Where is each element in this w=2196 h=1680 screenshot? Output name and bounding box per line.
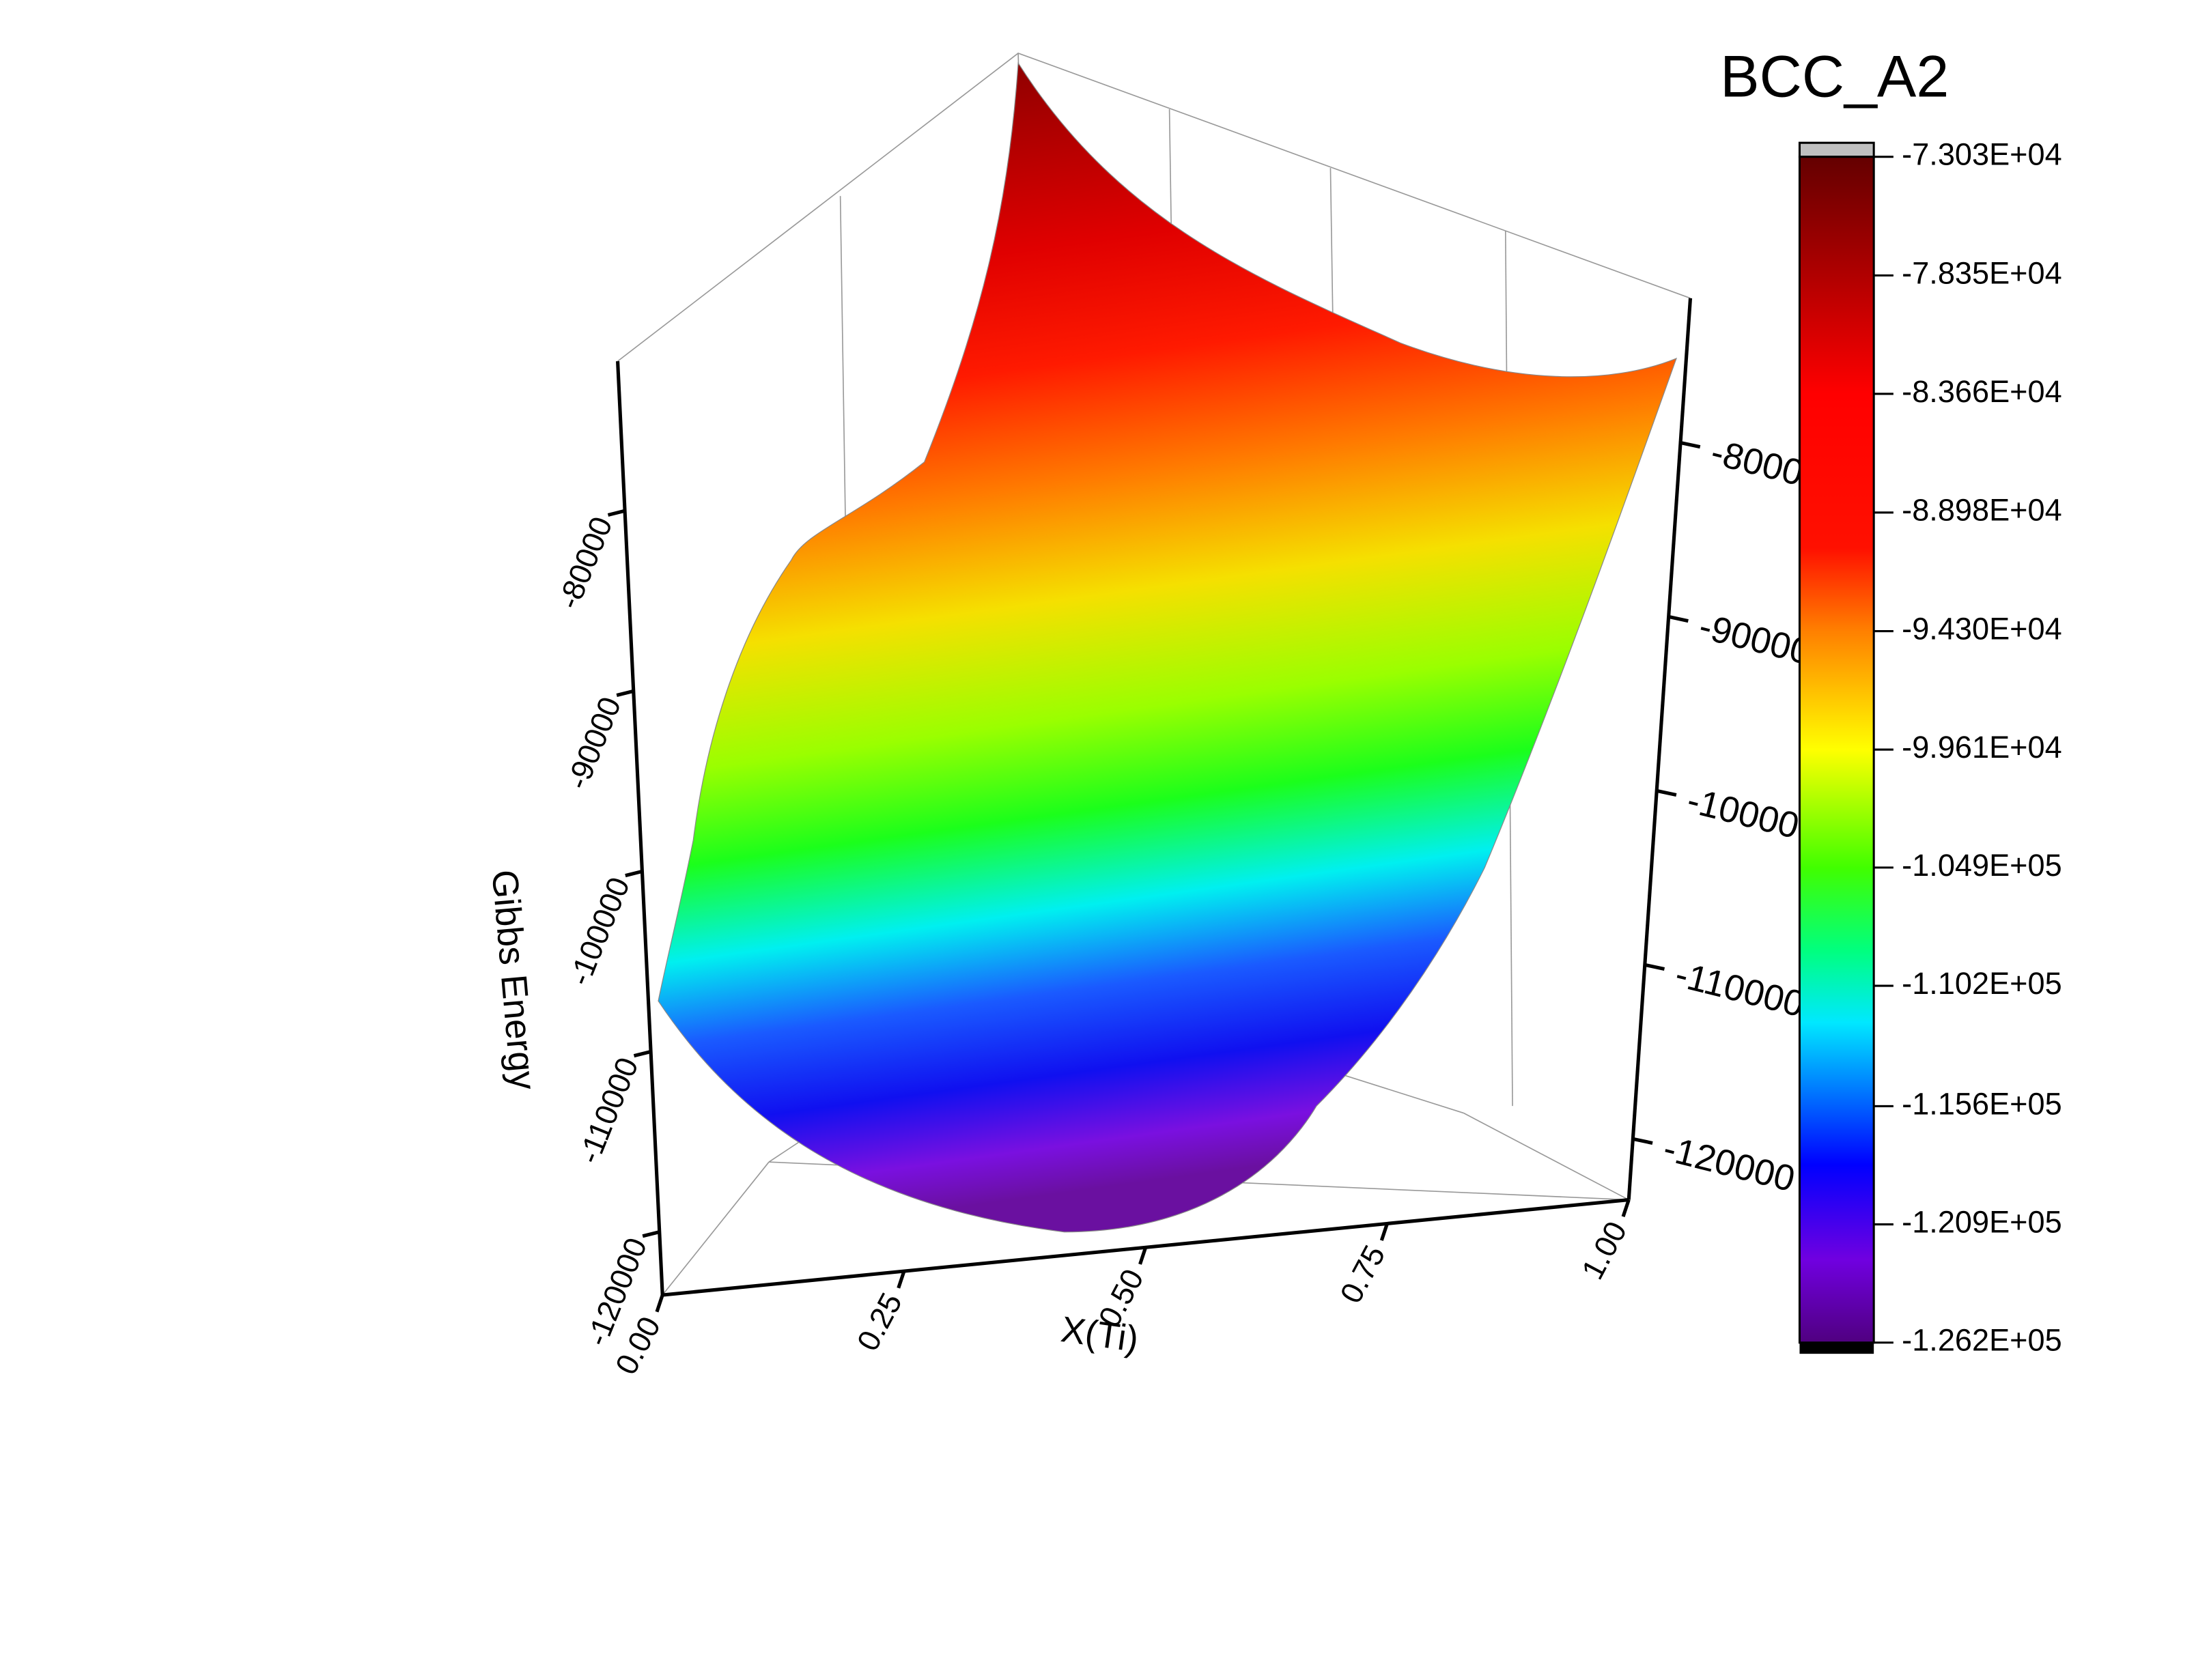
- z-tick-right: [1680, 440, 1701, 449]
- colorbar-under: [1799, 1342, 1874, 1354]
- colorbar-tick-label: -9.961E+04: [1902, 730, 2062, 765]
- colorbar-tick-label: -8.366E+04: [1902, 374, 2062, 409]
- z-tick-label-left: -110000: [572, 1053, 645, 1168]
- z-tick-left: [616, 689, 634, 698]
- x-tick: [655, 1294, 664, 1313]
- grid-line: [1463, 1112, 1629, 1201]
- x-tick-label: 0.25: [850, 1287, 909, 1356]
- x-tick: [1379, 1223, 1389, 1241]
- z-tick-label-left: -80000: [551, 512, 619, 614]
- grid-line: [662, 1161, 770, 1296]
- z-tick-label-left: -90000: [559, 692, 628, 794]
- x-tick: [897, 1270, 906, 1289]
- colorbar-tick-label: -7.835E+04: [1902, 255, 2062, 290]
- chart-title: BCC_A2: [1720, 44, 1949, 110]
- colorbar-tick-label: -1.209E+05: [1902, 1205, 2062, 1240]
- colorbar-tick-label: -1.262E+05: [1902, 1323, 2062, 1358]
- surface: [658, 61, 1678, 1233]
- colorbar-tick-label: -7.303E+04: [1902, 137, 2062, 172]
- z-tick-right: [1668, 614, 1689, 623]
- z-tick-left: [642, 1230, 660, 1238]
- z-tick-label-right: -110000: [1672, 954, 1808, 1025]
- z-tick-label-right: -90000: [1695, 606, 1814, 672]
- colorbar-over: [1798, 141, 1875, 158]
- colorbar-tick-label: -1.049E+05: [1902, 848, 2062, 883]
- x-tick-label: 1.00: [1575, 1216, 1633, 1285]
- z-tick-right: [1644, 963, 1665, 971]
- colorbar: -7.303E+04 -7.835E+04 -8.366E+04 -8.898E+04…: [1798, 137, 2062, 1358]
- z-tick-right: [1656, 788, 1677, 797]
- z-tick-left: [625, 869, 643, 878]
- colorbar-tick-label: -9.430E+04: [1902, 612, 2062, 646]
- colorbar-tick-label: -8.898E+04: [1902, 493, 2062, 528]
- z-tick-label-left: -100000: [562, 872, 636, 991]
- colorbar-tick-label: -1.156E+05: [1902, 1086, 2062, 1121]
- z-axis-label: Gibbs Energy: [484, 868, 544, 1092]
- colorbar-tick-label: -1.102E+05: [1902, 966, 2062, 1001]
- colorbar-scale: [1798, 156, 1875, 1344]
- x-tick-label: 0.75: [1333, 1240, 1392, 1309]
- z-tick-label-right: -120000: [1659, 1128, 1799, 1200]
- z-axis-left: [616, 360, 664, 1296]
- x-tick: [1138, 1247, 1148, 1265]
- z-axis-right: [1627, 298, 1693, 1200]
- z-tick-left: [607, 509, 625, 517]
- z-tick-right: [1632, 1137, 1653, 1145]
- x-tick: [1621, 1199, 1631, 1217]
- z-tick-left: [633, 1050, 651, 1058]
